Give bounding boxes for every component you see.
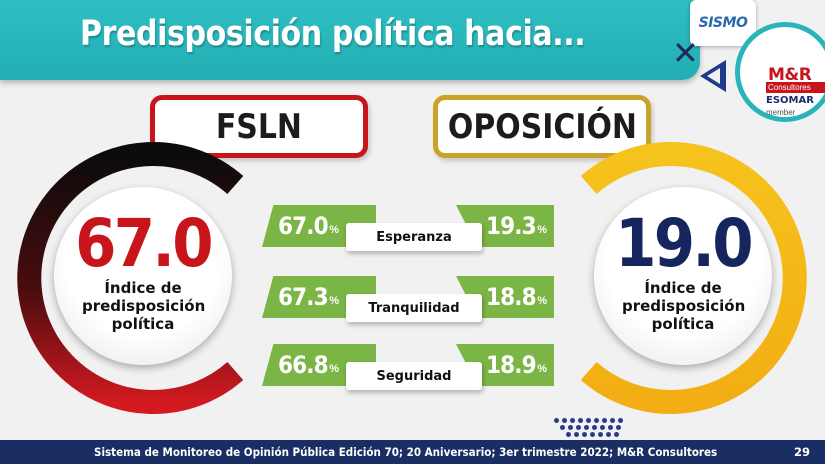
decorative-dot — [584, 425, 589, 430]
decorative-dot — [602, 418, 607, 423]
sismo-logo: SISMO — [690, 0, 756, 46]
decorative-dot — [566, 432, 571, 437]
decorative-dot — [592, 425, 597, 430]
footer: Sistema de Monitoreo de Opinión Pública … — [0, 440, 825, 464]
mr-consultores-logo: M&R Consultores ESOMAR member — [735, 22, 825, 122]
decorative-dot — [568, 425, 573, 430]
oposicion-value: 18.9 — [486, 351, 537, 379]
page-title: Predisposición política hacia... — [80, 14, 586, 54]
table-row: 67.3 % 18.8 % Tranquilidad — [0, 276, 825, 336]
oposicion-value-unit: % — [537, 295, 547, 307]
x-icon: ✕ — [672, 34, 699, 72]
oposicion-index-label: Índice de predisposición política — [622, 279, 746, 333]
fsln-value: 67.0 — [278, 212, 329, 240]
fsln-value: 67.3 — [278, 283, 329, 311]
decorative-dot — [598, 432, 603, 437]
decorative-dot — [618, 418, 623, 423]
oposicion-value-unit: % — [537, 224, 547, 236]
sismo-logo-text: SISMO — [698, 15, 748, 31]
decorative-dot — [554, 418, 559, 423]
decorative-dot — [610, 418, 615, 423]
oposicion-value: 18.8 — [486, 283, 537, 311]
fsln-index-value: 67.0 — [75, 205, 213, 282]
category-label: Tranquilidad — [346, 294, 482, 322]
decorative-dot — [560, 425, 565, 430]
fsln-value-unit: % — [329, 363, 339, 375]
decorative-dot — [590, 432, 595, 437]
decorative-dot — [586, 418, 591, 423]
title-bar: Predisposición política hacia... — [0, 0, 700, 80]
decorative-dot — [576, 425, 581, 430]
table-row: 67.0 % 19.3 % Esperanza — [0, 205, 825, 265]
party-fsln-label: FSLN — [215, 106, 303, 147]
decorative-dot — [594, 418, 599, 423]
footer-text: Sistema de Monitoreo de Opinión Pública … — [94, 445, 718, 459]
oposicion-value: 19.3 — [486, 212, 537, 240]
decorative-dot — [614, 432, 619, 437]
oposicion-index-circle: 19.0 Índice de predisposición política — [594, 187, 772, 365]
decorative-dot — [578, 418, 583, 423]
decorative-dot — [562, 418, 567, 423]
party-oposicion-label: OPOSICIÓN — [447, 106, 637, 147]
decorative-dot — [582, 432, 587, 437]
fsln-ring-arc — [17, 142, 244, 414]
mr-logo-esomar: ESOMAR — [766, 95, 814, 106]
decorative-dot — [570, 418, 575, 423]
mr-logo-main: M&R — [768, 65, 812, 85]
decorative-dot — [608, 425, 613, 430]
decorative-dot — [616, 425, 621, 430]
fsln-value: 66.8 — [278, 351, 329, 379]
oposicion-index-value: 19.0 — [615, 205, 753, 282]
fsln-value-unit: % — [329, 295, 339, 307]
oposicion-value-unit: % — [537, 363, 547, 375]
category-label: Esperanza — [346, 223, 482, 251]
decorative-dot — [574, 432, 579, 437]
oposicion-ring-arc — [580, 142, 807, 414]
page-number: 29 — [794, 445, 811, 459]
fsln-index-label: Índice de predisposición política — [82, 279, 206, 333]
category-label: Seguridad — [346, 362, 482, 390]
fsln-value-unit: % — [329, 224, 339, 236]
mr-logo-sub: Consultores — [766, 82, 825, 93]
play-back-icon-inner — [707, 68, 720, 84]
decorative-dot — [606, 432, 611, 437]
decorative-dot — [600, 425, 605, 430]
table-row: 66.8 % 18.9 % Seguridad — [0, 344, 825, 404]
party-oposicion-box: OPOSICIÓN — [433, 95, 651, 158]
mr-logo-member: member — [766, 108, 796, 117]
fsln-index-circle: 67.0 Índice de predisposición política — [54, 187, 232, 365]
